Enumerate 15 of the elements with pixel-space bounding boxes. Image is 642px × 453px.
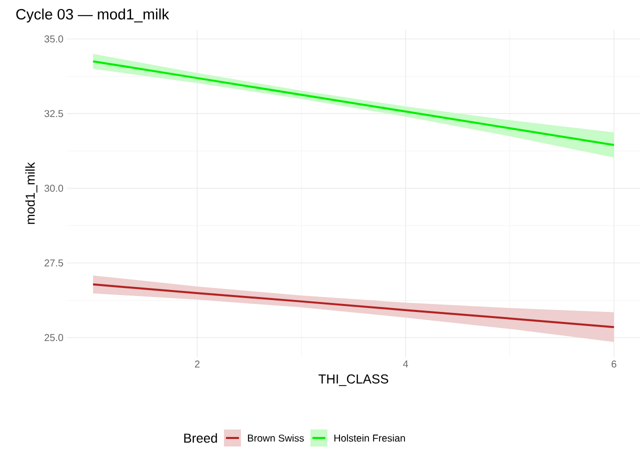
legend-label: Holstein Fresian [334,434,405,442]
y-tick-label: 32.5 [44,110,64,118]
legend-title: Breed [184,433,217,443]
y-tick-label: 35.0 [44,35,64,42]
x-tick-label: 6 [612,360,616,368]
x-tick-label: 4 [403,360,408,368]
legend-label: Brown Swiss [248,434,304,442]
line-series [92,283,615,328]
x-axis-title: THI_CLASS [318,374,388,386]
y-tick-label: 25.0 [44,334,64,342]
chart-title: Cycle 03 — mod1_milk [16,8,170,22]
x-tick-label: 2 [194,360,200,368]
y-axis-title: mod1_milk [25,162,38,224]
y-tick-label: 27.5 [44,259,64,266]
y-tick-label: 30.0 [44,184,64,192]
